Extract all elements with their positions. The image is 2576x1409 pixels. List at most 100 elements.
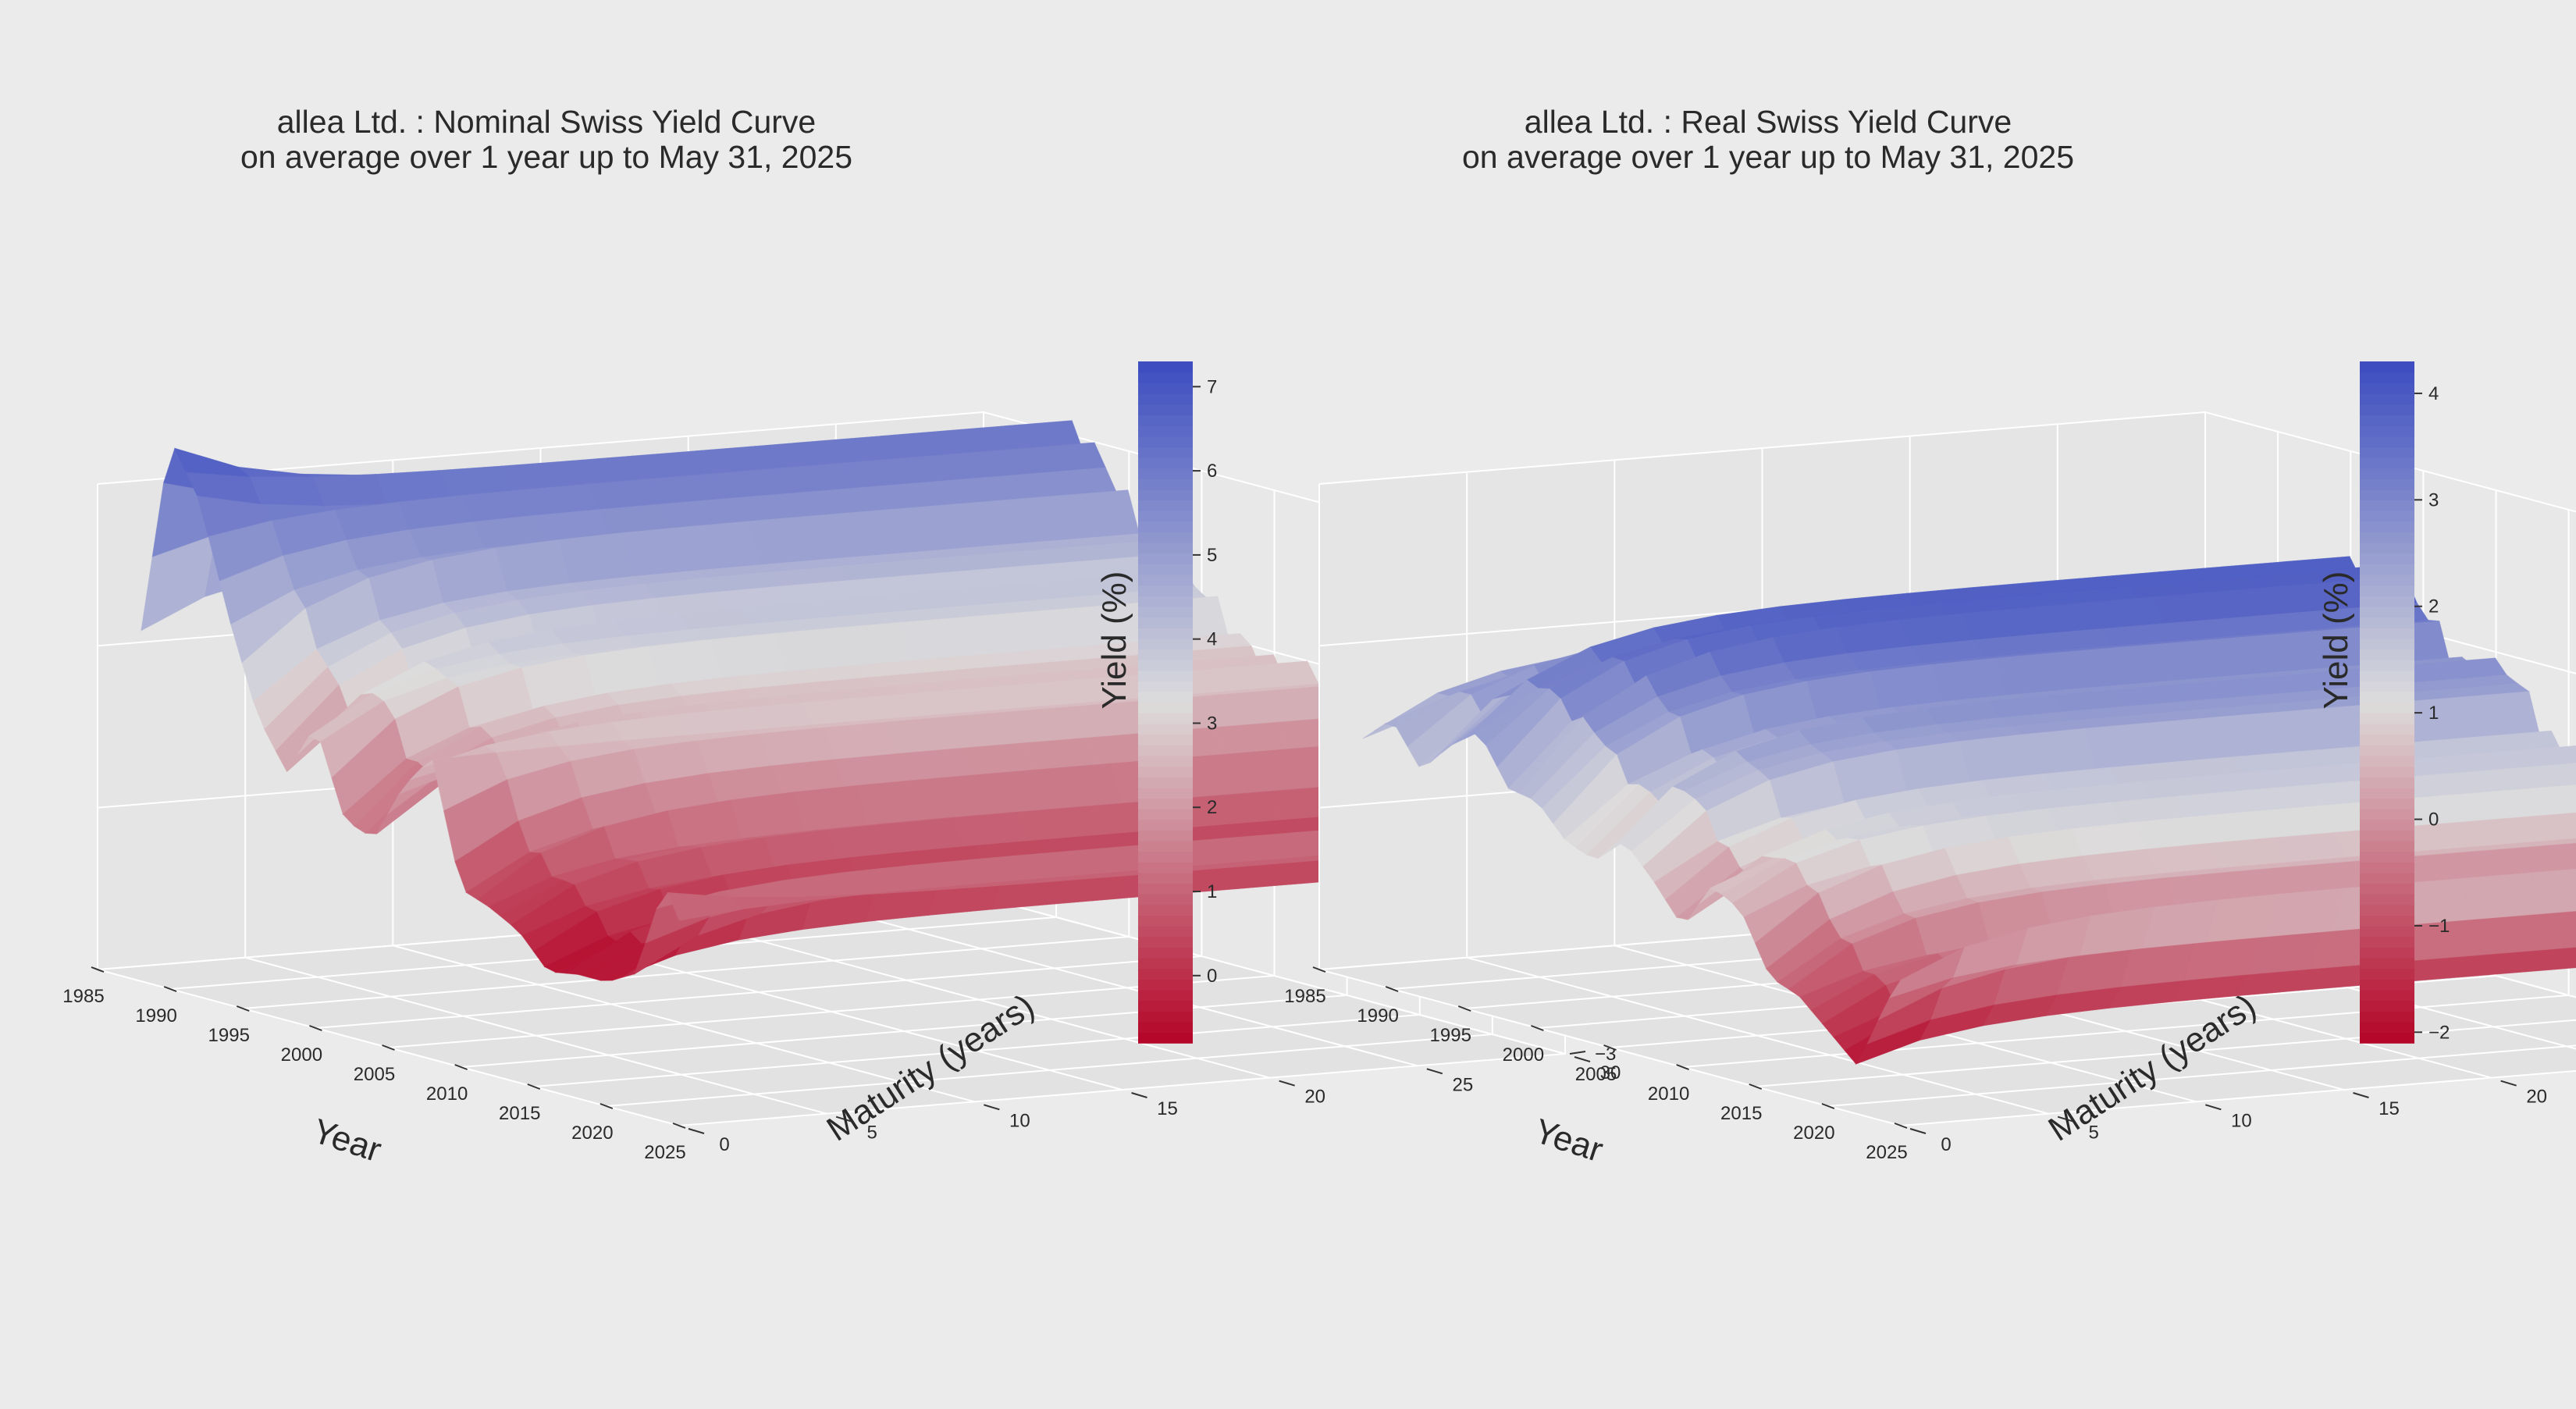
colorbar-segment [2360, 415, 2414, 425]
colorbar-segment [2360, 947, 2414, 958]
surface-patch [2261, 806, 2336, 838]
surface-patch [2216, 586, 2290, 618]
colorbar-segment [1138, 532, 1193, 543]
surface-patch [824, 722, 898, 760]
colorbar-segment [1138, 894, 1193, 905]
colorbar-segment [2360, 585, 2414, 596]
x-tick-label: 2000 [281, 1044, 322, 1066]
y-tick-label: 0 [719, 1134, 729, 1155]
colorbar-segment [2360, 425, 2414, 436]
surface-patch [812, 511, 887, 560]
colorbar-segment [1138, 468, 1193, 479]
colorbar-segment [1138, 969, 1193, 980]
colorbar-segment [2360, 649, 2414, 660]
surface-patch [794, 785, 869, 831]
surface-patch [875, 506, 949, 555]
y-tick-label: 15 [2379, 1098, 2400, 1119]
y-tick-mark [2354, 1093, 2369, 1098]
colorbar-segment [2360, 596, 2414, 607]
surface-patch [950, 712, 1024, 749]
colorbar-segment [1138, 958, 1193, 969]
colorbar-segment [1138, 905, 1193, 916]
colorbar-segment [1138, 947, 1193, 958]
y-tick-label: 15 [1157, 1098, 1178, 1119]
colorbar-segment [1138, 628, 1193, 639]
y-tick-mark [1427, 1069, 1443, 1073]
colorbar-segment [2360, 692, 2414, 703]
surface-patch [558, 533, 633, 584]
x-tick-label: 2005 [354, 1064, 395, 1085]
colorbar-segment [1138, 915, 1193, 926]
x-tick-label: 1995 [208, 1025, 250, 1046]
colorbar-segment [1138, 607, 1193, 617]
colorbar-tick-label: 5 [1207, 545, 1217, 566]
colorbar-segment [1138, 372, 1193, 383]
surface-patch [2153, 592, 2227, 624]
chart-title-line-1: allea Ltd. : Real Swiss Yield Curve [1525, 104, 2012, 140]
colorbar-tick-label: 0 [2428, 809, 2439, 831]
colorbar-segment [2360, 756, 2414, 767]
colorbar-segment [1138, 937, 1193, 948]
surface-patch [1002, 495, 1076, 544]
x-tick-label: 2000 [1503, 1044, 1544, 1066]
colorbar-segment [2360, 1000, 2414, 1011]
surface-patch [1013, 706, 1087, 743]
colorbar-segment [1138, 425, 1193, 436]
colorbar-segment [1138, 756, 1193, 767]
colorbar-segment [2360, 937, 2414, 948]
colorbar-segment [2360, 393, 2414, 404]
y-tick-mark [984, 1105, 999, 1109]
colorbar-segment [1138, 521, 1193, 532]
colorbar-segment [2360, 703, 2414, 713]
colorbar-label: Yield (%) [1095, 571, 1133, 710]
colorbar-segment [1138, 1022, 1193, 1033]
surface-patch [249, 477, 323, 506]
colorbar-segment [2360, 639, 2414, 649]
colorbar-segment [1138, 713, 1193, 724]
colorbar-segment [2360, 958, 2414, 969]
colorbar-segment [2360, 798, 2414, 809]
colorbar-tick-label: 3 [1207, 713, 1217, 734]
y-tick-mark [2501, 1081, 2517, 1086]
colorbar-segment [2360, 628, 2414, 639]
x-tick-label: 2010 [426, 1083, 468, 1105]
colorbar-segment [2360, 1011, 2414, 1022]
colorbar-segment [1138, 1032, 1193, 1043]
colorbar-segment [2360, 905, 2414, 916]
colorbar-segment [2360, 862, 2414, 873]
y-tick-label: 25 [1452, 1074, 1473, 1095]
colorbar-segment [2360, 511, 2414, 521]
colorbar-segment [2360, 809, 2414, 820]
surface-patch [622, 527, 696, 577]
colorbar-segment [1138, 724, 1193, 735]
surface-patch [1047, 763, 1121, 809]
colorbar-segment [2360, 1022, 2414, 1033]
surface-patch [312, 475, 387, 507]
y-tick-mark [1132, 1093, 1147, 1098]
colorbar-segment [1138, 1011, 1193, 1022]
colorbar-segment [2360, 841, 2414, 852]
colorbar-label: Yield (%) [2317, 571, 2355, 710]
y-tick-mark [2205, 1105, 2221, 1109]
surface-patch [857, 780, 931, 826]
colorbar-segment [1138, 543, 1193, 553]
surface-patch [984, 769, 1059, 815]
colorbar-segment [2360, 479, 2414, 489]
colorbar-segment [1138, 660, 1193, 671]
y-tick-mark [1574, 1057, 1590, 1062]
x-tick-label: 1990 [1357, 1005, 1398, 1027]
x-tick-label: 1995 [1430, 1025, 1471, 1046]
y-tick-mark [688, 1129, 704, 1133]
colorbar-segment [2360, 617, 2414, 628]
colorbar-segment [1138, 564, 1193, 575]
colorbar-segment [2360, 564, 2414, 575]
colorbar-segment [1138, 489, 1193, 500]
colorbar-segment [1138, 553, 1193, 564]
colorbar-tick-label: 4 [2428, 383, 2439, 404]
colorbar-segment [2360, 553, 2414, 564]
surface-patch [2090, 597, 2164, 629]
x-axis-label: Year [1530, 1112, 1608, 1169]
colorbar-segment [2360, 532, 2414, 543]
